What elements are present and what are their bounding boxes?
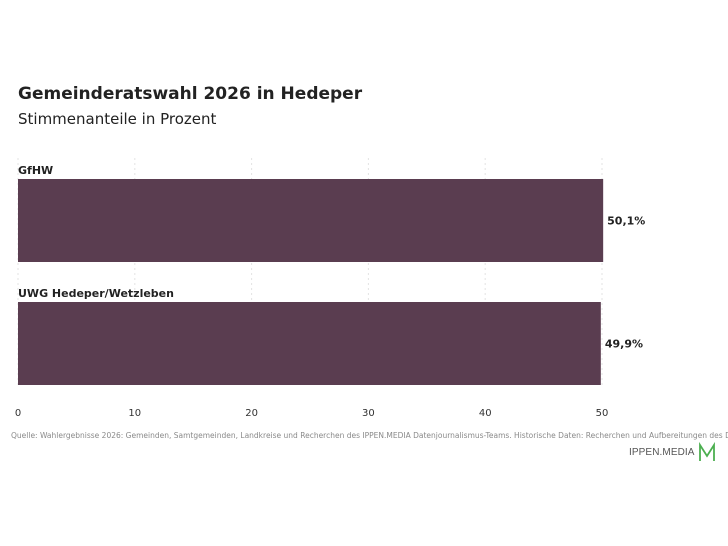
x-tick-label: 20 [245, 408, 258, 419]
x-tick-label: 50 [596, 408, 609, 419]
category-label: GfHW [18, 164, 53, 177]
chart-title: Gemeinderatswahl 2026 in Hedeper [18, 84, 363, 104]
x-tick-label: 10 [128, 408, 141, 419]
publisher-logo: IPPEN.MEDIA [629, 441, 716, 463]
logo-mark-icon [698, 442, 715, 461]
x-tick-label: 0 [15, 408, 21, 419]
x-tick-label: 30 [362, 408, 375, 419]
value-label: 49,9% [605, 338, 643, 351]
category-label: UWG Hedeper/Wetzleben [18, 287, 174, 300]
source-note: Quelle: Wahlergebnisse 2026: Gemeinden, … [11, 431, 728, 440]
value-label: 50,1% [607, 215, 645, 228]
chart-subtitle: Stimmenanteile in Prozent [18, 110, 217, 128]
bar [18, 302, 601, 385]
bar-chart: GfHW 50,1% UWG Hedeper/Wetzleben 49,9% 0 10 20… [15, 158, 645, 419]
x-tick-label: 40 [479, 408, 492, 419]
logo-text: IPPEN.MEDIA [629, 446, 695, 458]
bar [18, 179, 604, 262]
